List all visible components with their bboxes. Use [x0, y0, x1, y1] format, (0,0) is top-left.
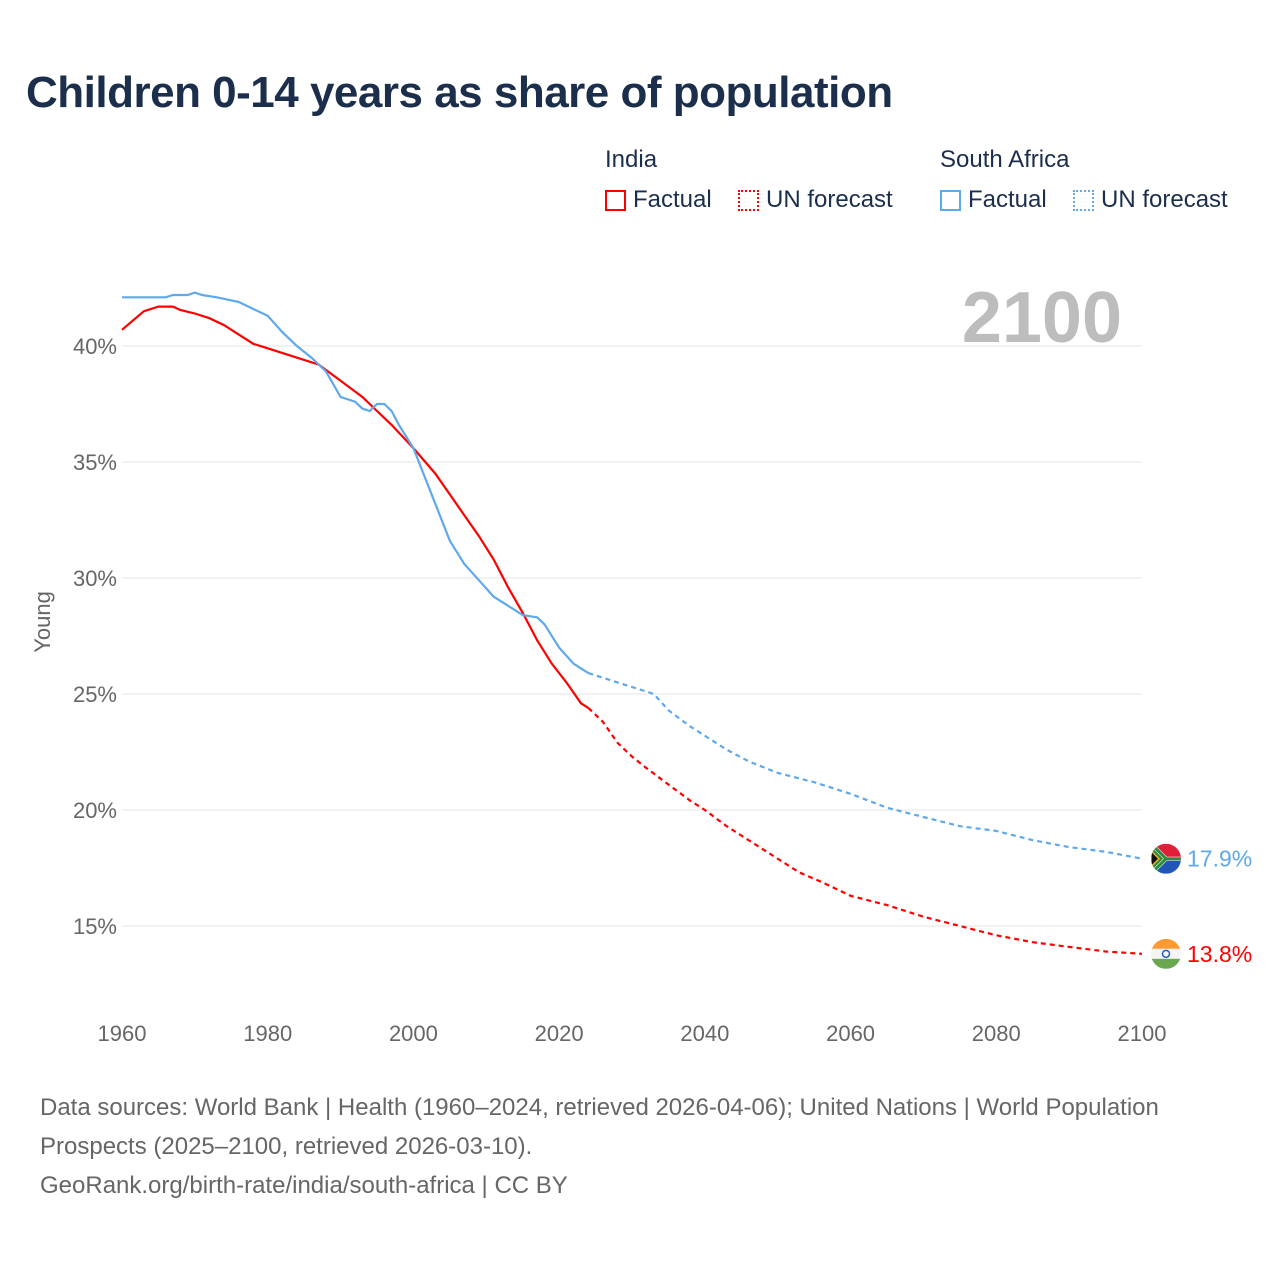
- y-tick-label: 35%: [73, 450, 117, 475]
- legend-sa-factual[interactable]: Factual: [940, 186, 1047, 214]
- south-africa-factual-line: [122, 291, 589, 675]
- legend-swatch: [738, 189, 759, 211]
- x-tick-label: 1980: [243, 1021, 292, 1046]
- south-africa-flag-icon: [1151, 843, 1181, 874]
- india-forecast-line: [587, 707, 1143, 955]
- india-factual-line: [121, 305, 589, 709]
- y-tick-label: 15%: [73, 914, 117, 939]
- x-tick-label: 2000: [389, 1021, 438, 1046]
- legend-label: Factual: [633, 186, 712, 213]
- india-end-label: 13.8%: [1187, 941, 1252, 967]
- y-tick-label: 30%: [73, 566, 117, 591]
- y-tick-label: 40%: [73, 334, 117, 359]
- legend-swatch: [940, 189, 961, 211]
- south-africa-forecast-line: [587, 672, 1143, 860]
- legend-india-forecast[interactable]: UN forecast: [738, 186, 893, 214]
- credit-link[interactable]: GeoRank.org/birth-rate/india/south-afric…: [40, 1172, 568, 1199]
- legend-sa-forecast[interactable]: UN forecast: [1073, 186, 1228, 214]
- legend-group-india: India: [605, 146, 658, 173]
- footer: Data sources: World Bank | Health (1960–…: [40, 1088, 1200, 1205]
- plot-area: 2100 Young 15% 20% 25% 30% 35% 40% 1960 1980 200…: [30, 278, 1252, 1046]
- data-sources: Data sources: World Bank | Health (1960–…: [40, 1094, 1159, 1160]
- x-tick-label: 1960: [98, 1021, 147, 1046]
- y-tick-label: 20%: [73, 798, 117, 823]
- x-tick-label: 2080: [972, 1021, 1021, 1046]
- x-tick-label: 2040: [680, 1021, 729, 1046]
- y-axis-label: Young: [30, 591, 55, 653]
- x-tick-label: 2020: [535, 1021, 584, 1046]
- x-tick-label: 2100: [1118, 1021, 1167, 1046]
- legend-india-factual[interactable]: Factual: [605, 186, 712, 214]
- legend-label: UN forecast: [1101, 186, 1228, 213]
- south-africa-end-label: 17.9%: [1187, 846, 1252, 872]
- y-tick-label: 25%: [73, 682, 117, 707]
- legend-swatch: [1073, 189, 1094, 211]
- legend-group-south-africa: South Africa: [940, 146, 1070, 173]
- legend-label: Factual: [968, 186, 1047, 213]
- chart-title: Children 0-14 years as share of populati…: [26, 68, 893, 117]
- legend-swatch: [605, 189, 626, 211]
- india-flag-icon: [1151, 938, 1181, 969]
- x-tick-label: 2060: [826, 1021, 875, 1046]
- year-watermark: 2100: [962, 278, 1122, 358]
- legend-label: UN forecast: [766, 186, 893, 213]
